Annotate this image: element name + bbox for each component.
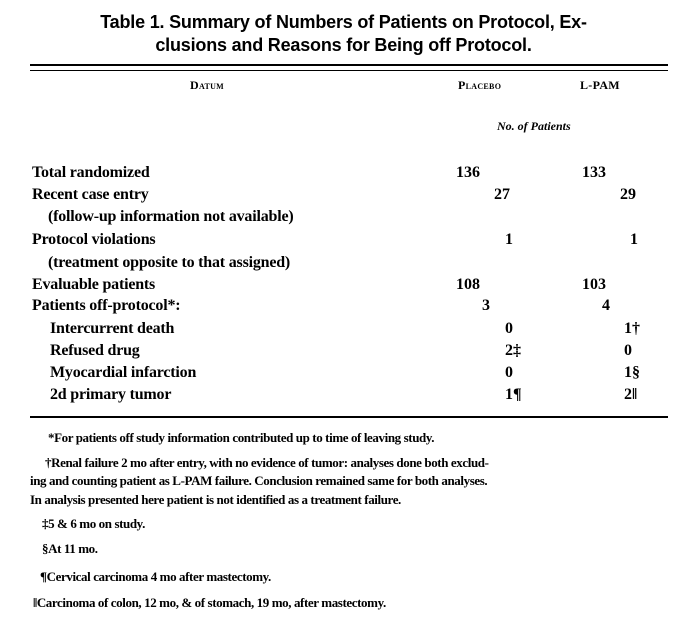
lpam-value: 1§ — [624, 364, 640, 381]
table-title-line-1: Table 1. Summary of Numbers of Patients … — [100, 12, 587, 32]
row-label: Refused drug — [50, 342, 140, 359]
footnote: *For patients off study information cont… — [48, 430, 435, 445]
lpam-value: 0 — [624, 342, 632, 359]
placebo-value: 108 — [456, 276, 480, 293]
placebo-value: 1¶ — [505, 386, 522, 403]
placebo-value: 3 — [482, 297, 490, 314]
placebo-value: 0 — [505, 320, 513, 337]
row-label: Myocardial infarction — [50, 364, 197, 381]
top-rule-2 — [30, 70, 668, 71]
placebo-value: 2‡ — [505, 342, 521, 359]
footnote: ‡5 & 6 mo on study. — [42, 516, 145, 531]
row-label: Protocol violations — [32, 231, 156, 248]
lpam-value: 4 — [602, 297, 610, 314]
footnote: †Renal failure 2 mo after entry, with no… — [45, 455, 489, 470]
lpam-value: 133 — [582, 164, 606, 181]
column-header-lpam: L-PAM — [580, 78, 620, 92]
lpam-value: 1† — [624, 320, 640, 337]
footnote: ing and counting patient as L-PAM failur… — [30, 473, 488, 488]
row-label: (treatment opposite to that assigned) — [48, 254, 291, 271]
row-label: Recent case entry — [32, 186, 149, 203]
lpam-value: 103 — [582, 276, 606, 293]
lpam-value: 2‖ — [624, 386, 638, 403]
placebo-value: 0 — [505, 364, 513, 381]
top-rule — [30, 64, 668, 66]
bottom-rule — [30, 416, 668, 418]
footnote: ‖Carcinoma of colon, 12 mo, & of stomach… — [33, 595, 386, 610]
placebo-value: 1 — [505, 231, 513, 248]
row-label: Total randomized — [32, 164, 150, 181]
placebo-value: 136 — [456, 164, 480, 181]
lpam-value: 1 — [630, 231, 638, 248]
row-label: 2d primary tumor — [50, 386, 172, 403]
row-label: Patients off-protocol*: — [32, 297, 181, 314]
column-header-placebo: Placebo — [458, 78, 502, 92]
row-label: (follow-up information not available) — [48, 208, 294, 225]
units-label: No. of Patients — [497, 119, 571, 133]
footnote: §At 11 mo. — [42, 541, 98, 556]
footnote: ¶Cervical carcinoma 4 mo after mastectom… — [40, 569, 271, 584]
footnote: In analysis presented here patient is no… — [30, 492, 401, 507]
placebo-value: 27 — [494, 186, 510, 203]
column-header-datum: Datum — [190, 78, 225, 92]
table-title-line-2: clusions and Reasons for Being off Proto… — [155, 35, 532, 55]
row-label: Intercurrent death — [50, 320, 175, 337]
row-label: Evaluable patients — [32, 276, 156, 293]
lpam-value: 29 — [620, 186, 636, 203]
